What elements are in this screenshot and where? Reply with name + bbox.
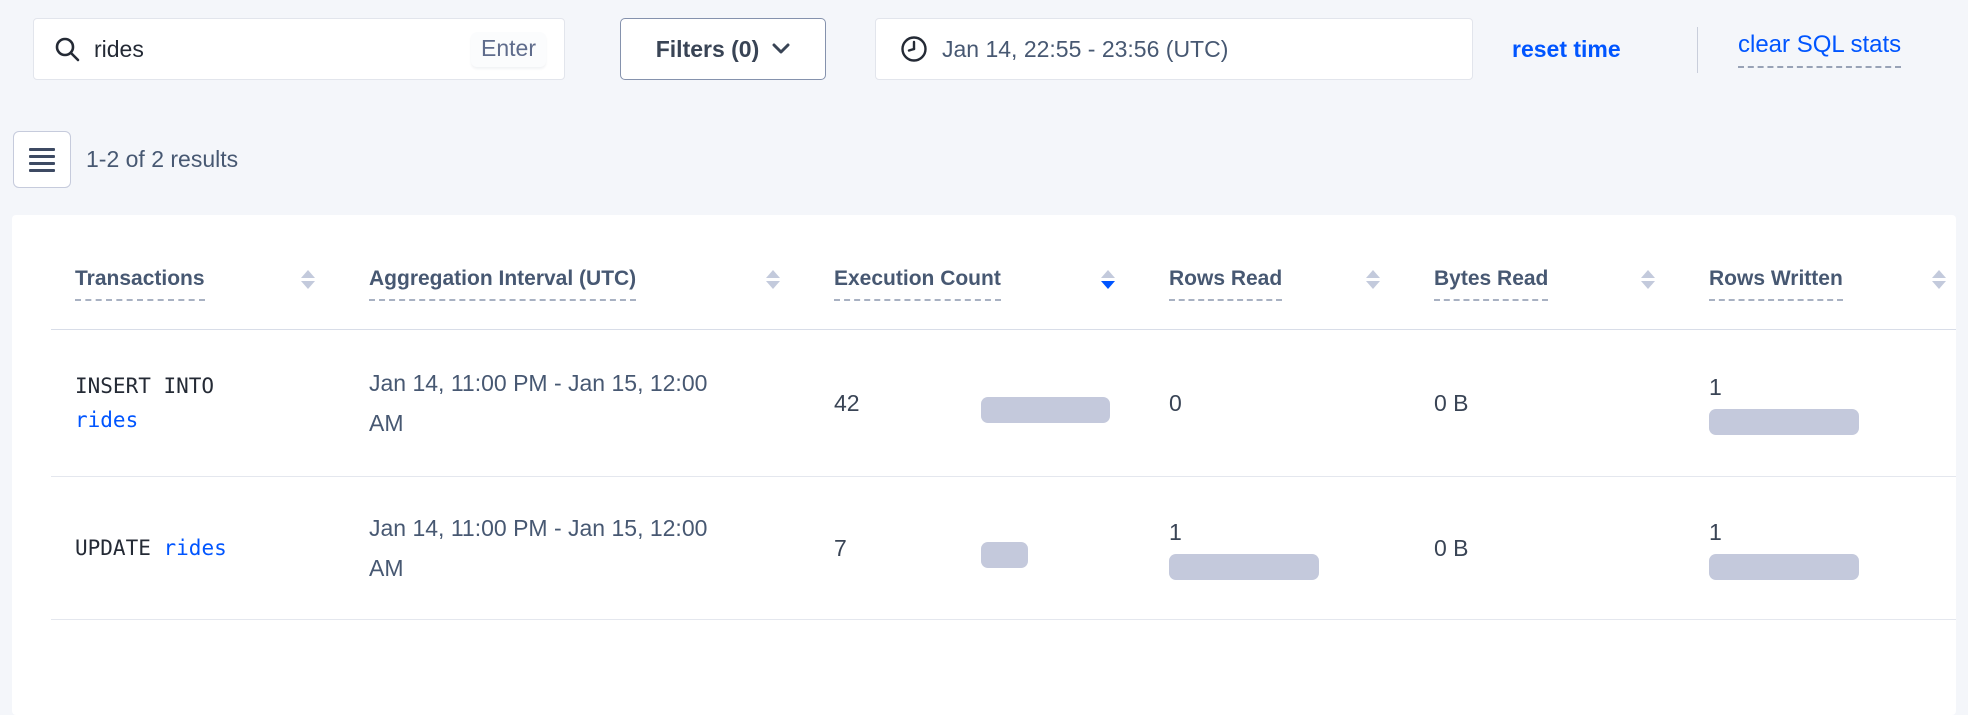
header-transactions-label[interactable]: Transactions bbox=[75, 267, 205, 301]
bytes-read-value: 0 B bbox=[1434, 390, 1469, 416]
sort-icon[interactable] bbox=[1932, 270, 1946, 289]
search-input[interactable] bbox=[94, 35, 472, 63]
rows-written-value: 1 bbox=[1709, 373, 1722, 400]
header-execution-count: Execution Count bbox=[810, 215, 1145, 329]
search-icon bbox=[54, 36, 80, 62]
filters-button[interactable]: Filters (0) bbox=[620, 18, 826, 80]
rows-written-value: 1 bbox=[1709, 518, 1722, 545]
table-name-link[interactable]: rides bbox=[163, 536, 227, 560]
results-count: 1-2 of 2 results bbox=[86, 146, 239, 172]
filters-label: Filters (0) bbox=[655, 35, 760, 62]
table-row: INSERT INTO rides Jan 14, 11:00 PM - Jan… bbox=[51, 330, 1956, 477]
table-row: UPDATE rides Jan 14, 11:00 PM - Jan 15, … bbox=[51, 477, 1956, 620]
clock-icon bbox=[900, 35, 928, 63]
rows-read-bar bbox=[1169, 553, 1319, 580]
list-icon bbox=[29, 147, 55, 172]
transactions-cell: UPDATE rides bbox=[51, 477, 345, 619]
rows-written-bar bbox=[1709, 408, 1859, 435]
table-name-link[interactable]: rides bbox=[75, 408, 139, 432]
column-selector-button[interactable] bbox=[13, 131, 71, 188]
execution-count-cell: 7 bbox=[810, 477, 1145, 619]
header-rows-written-label[interactable]: Rows Written bbox=[1709, 267, 1843, 301]
sort-icon[interactable] bbox=[1101, 270, 1115, 289]
clear-sql-stats-link[interactable]: clear SQL stats bbox=[1738, 18, 1902, 80]
bytes-read-cell: 0 B bbox=[1410, 330, 1685, 476]
rows-written-cell: 1 bbox=[1685, 477, 1956, 619]
bytes-read-value: 0 B bbox=[1434, 535, 1469, 561]
sort-icon[interactable] bbox=[1366, 270, 1380, 289]
header-rows-read: Rows Read bbox=[1145, 215, 1410, 329]
aggregation-interval-cell: Jan 14, 11:00 PM - Jan 15, 12:00 AM bbox=[369, 370, 708, 436]
sort-icon[interactable] bbox=[766, 270, 780, 289]
header-aggregation-interval: Aggregation Interval (UTC) bbox=[345, 215, 810, 329]
reset-time-link[interactable]: reset time bbox=[1512, 35, 1621, 62]
header-execution-count-label[interactable]: Execution Count bbox=[834, 267, 1001, 301]
header-rows-read-label[interactable]: Rows Read bbox=[1169, 267, 1283, 301]
header-rows-written: Rows Written bbox=[1685, 215, 1956, 329]
execution-count-bar bbox=[981, 397, 1110, 423]
sort-icon[interactable] bbox=[301, 270, 315, 289]
rows-read-cell: 1 bbox=[1145, 477, 1410, 619]
statement-keyword: UPDATE bbox=[75, 536, 151, 560]
time-range-picker[interactable]: Jan 14, 22:55 - 23:56 (UTC) bbox=[875, 18, 1473, 80]
execution-count-value: 42 bbox=[834, 390, 860, 416]
sort-icon[interactable] bbox=[1641, 270, 1655, 289]
header-bytes-read-label[interactable]: Bytes Read bbox=[1434, 267, 1549, 301]
execution-count-value: 7 bbox=[834, 535, 847, 561]
rows-read-value: 0 bbox=[1169, 390, 1182, 416]
rows-written-cell: 1 bbox=[1685, 330, 1956, 476]
clear-sql-stats-label: clear SQL stats bbox=[1738, 31, 1902, 68]
bytes-read-cell: 0 B bbox=[1410, 477, 1685, 619]
transactions-cell: INSERT INTO rides bbox=[51, 330, 345, 476]
header-bytes-read: Bytes Read bbox=[1410, 215, 1685, 329]
statement-keyword: INSERT INTO bbox=[75, 374, 215, 398]
header-aggregation-interval-label[interactable]: Aggregation Interval (UTC) bbox=[369, 267, 637, 301]
rows-written-bar bbox=[1709, 553, 1859, 580]
aggregation-interval-cell: Jan 14, 11:00 PM - Jan 15, 12:00 AM bbox=[369, 515, 708, 581]
divider bbox=[1697, 27, 1698, 73]
search-box: Enter bbox=[33, 18, 565, 80]
header-transactions: Transactions bbox=[51, 215, 345, 329]
transactions-table-card: Transactions Aggregation Interval (UTC) … bbox=[12, 215, 1956, 715]
enter-key-hint: Enter bbox=[471, 31, 546, 67]
time-range-label: Jan 14, 22:55 - 23:56 (UTC) bbox=[942, 35, 1229, 62]
rows-read-cell: 0 bbox=[1145, 330, 1410, 476]
execution-count-bar bbox=[981, 542, 1028, 568]
chevron-down-icon bbox=[772, 43, 790, 55]
execution-count-cell: 42 bbox=[810, 330, 1145, 476]
table-header-row: Transactions Aggregation Interval (UTC) … bbox=[51, 215, 1956, 330]
rows-read-value: 1 bbox=[1169, 518, 1182, 545]
transactions-table: Transactions Aggregation Interval (UTC) … bbox=[51, 215, 1956, 620]
